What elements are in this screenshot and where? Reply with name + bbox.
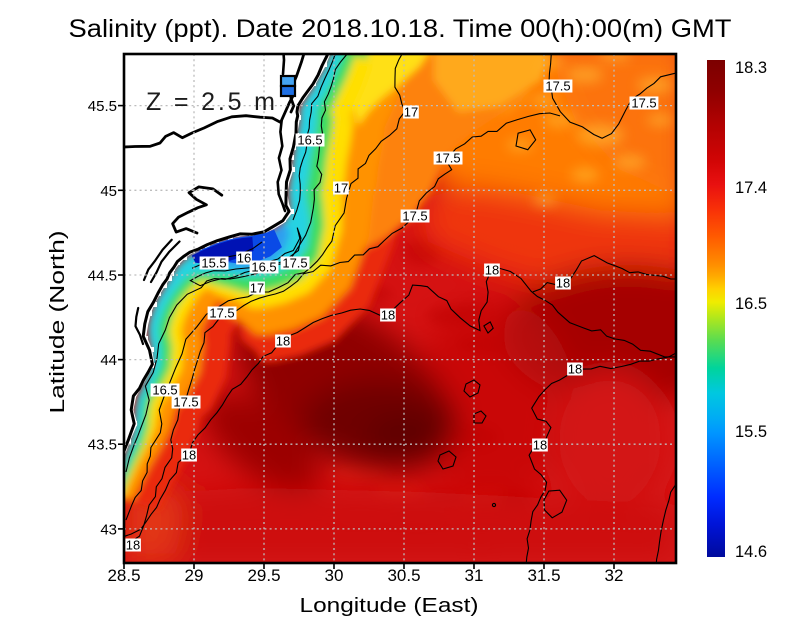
svg-text:16.5: 16.5 <box>297 133 322 148</box>
svg-text:17.5: 17.5 <box>631 96 656 111</box>
svg-text:16.5: 16.5 <box>735 295 767 313</box>
svg-text:18: 18 <box>182 448 196 463</box>
svg-text:18: 18 <box>276 334 290 349</box>
svg-text:17: 17 <box>404 105 418 120</box>
svg-text:17.5: 17.5 <box>173 395 198 410</box>
svg-text:Longitude (East): Longitude (East) <box>300 595 479 617</box>
svg-text:18: 18 <box>485 263 499 278</box>
svg-text:18: 18 <box>381 308 395 323</box>
svg-text:Z = 2.5 m: Z = 2.5 m <box>146 88 275 116</box>
svg-text:31.5: 31.5 <box>527 566 560 585</box>
svg-text:17.5: 17.5 <box>435 151 460 166</box>
svg-text:30: 30 <box>325 566 344 585</box>
svg-text:29.5: 29.5 <box>247 566 280 585</box>
svg-text:15.5: 15.5 <box>735 423 767 441</box>
svg-text:45: 45 <box>100 183 117 200</box>
svg-text:18: 18 <box>533 438 547 453</box>
svg-text:17: 17 <box>334 181 348 196</box>
svg-text:18: 18 <box>126 538 140 553</box>
svg-text:17.4: 17.4 <box>735 179 767 197</box>
svg-text:16.5: 16.5 <box>251 260 276 275</box>
svg-text:Latitude (North): Latitude (North) <box>47 231 69 414</box>
svg-text:14.6: 14.6 <box>735 543 767 561</box>
svg-text:29: 29 <box>185 566 204 585</box>
svg-text:30.5: 30.5 <box>387 566 420 585</box>
svg-text:28.5: 28.5 <box>107 566 140 585</box>
svg-text:Salinity (ppt). Date 2018.10.1: Salinity (ppt). Date 2018.10.18. Time 00… <box>69 15 732 43</box>
svg-text:44.5: 44.5 <box>88 268 117 285</box>
svg-text:45.5: 45.5 <box>88 98 117 115</box>
svg-text:18.3: 18.3 <box>735 59 767 77</box>
svg-text:31: 31 <box>465 566 484 585</box>
svg-text:43.5: 43.5 <box>88 437 117 454</box>
svg-text:17: 17 <box>250 281 264 296</box>
svg-text:16.5: 16.5 <box>152 383 177 398</box>
svg-text:17.5: 17.5 <box>282 256 307 271</box>
svg-text:44: 44 <box>100 352 117 369</box>
svg-text:17.5: 17.5 <box>209 306 234 321</box>
svg-text:16: 16 <box>237 251 251 266</box>
svg-text:18: 18 <box>556 276 570 291</box>
svg-text:43: 43 <box>100 521 117 538</box>
svg-text:17.5: 17.5 <box>545 79 570 94</box>
svg-text:18: 18 <box>568 362 582 377</box>
svg-text:15.5: 15.5 <box>201 256 226 271</box>
svg-text:17.5: 17.5 <box>402 209 427 224</box>
svg-text:32: 32 <box>605 566 624 585</box>
